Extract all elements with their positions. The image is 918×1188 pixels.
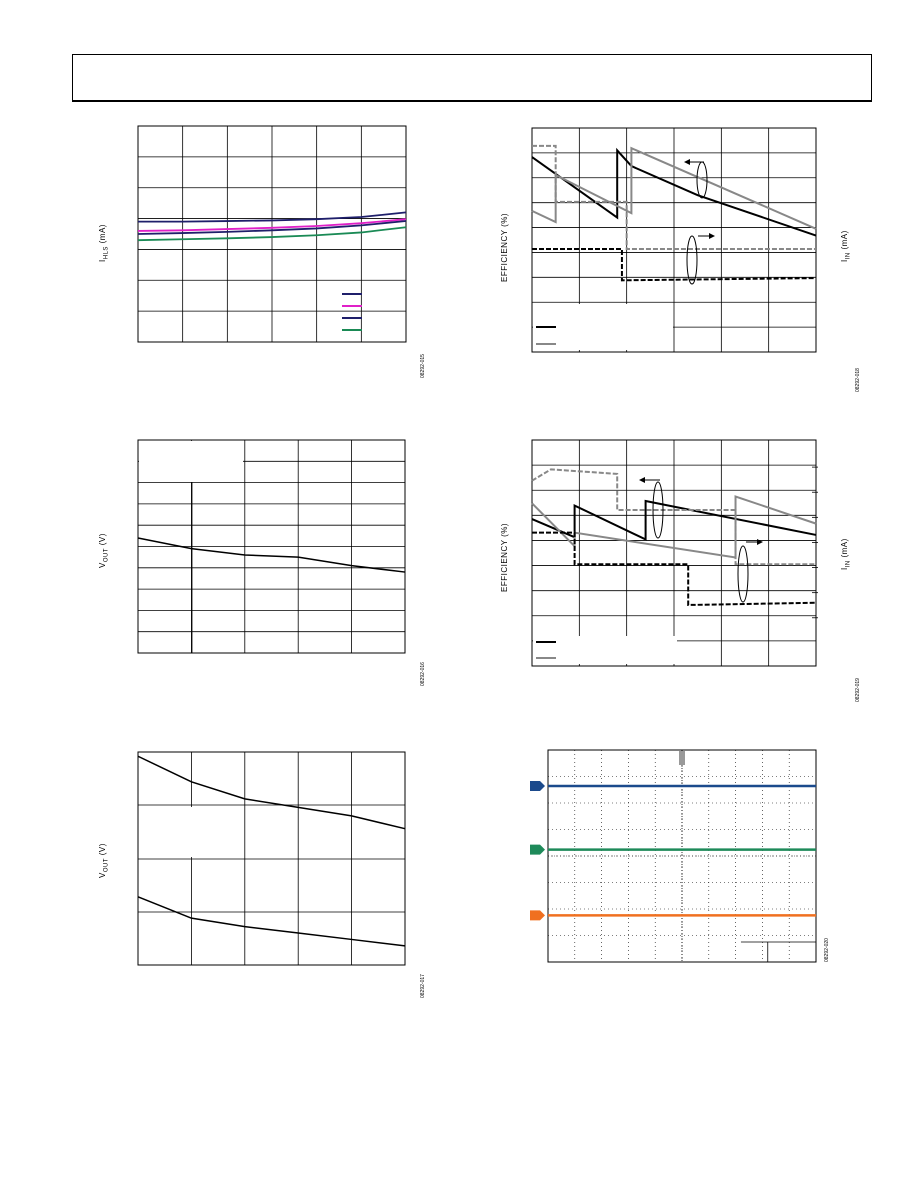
fig4-arrow-left-head <box>639 477 645 483</box>
fig3-frame <box>137 439 406 654</box>
fig1-series-3 <box>137 226 407 242</box>
fig2-plot <box>531 127 817 353</box>
fig1-grid <box>138 126 406 342</box>
fig2-ylabel-right: IIN (mA) <box>840 230 852 262</box>
fig5-grid <box>138 752 405 965</box>
fig4-ylabel: EFFICIENCY (%) <box>500 522 509 592</box>
fig5-series-0 <box>137 755 406 830</box>
fig1-series-2 <box>137 220 407 235</box>
fig6-channel-marker-1 <box>530 844 545 855</box>
fig6-frame <box>547 749 817 963</box>
fig1-plot <box>137 125 407 343</box>
fig4-id: 08292-019 <box>855 678 861 702</box>
fig4-grid <box>532 440 816 666</box>
fig1-series-0 <box>138 211 407 223</box>
fig4-plot <box>531 439 818 667</box>
fig5-legend-box <box>139 807 243 857</box>
fig6-channel-marker-2 <box>530 910 545 921</box>
fig4-ellipse-current <box>737 545 749 603</box>
fig2-legend-box <box>533 304 673 350</box>
fig2-frame <box>531 127 817 353</box>
fig3-plot <box>137 439 406 654</box>
fig3-id: 08292-016 <box>420 662 426 686</box>
fig1-ylabel: IHLS (mA) <box>98 224 110 262</box>
fig2-series-3 <box>532 247 817 282</box>
fig2-ellipse-current <box>686 235 698 285</box>
fig2-series-2 <box>532 144 816 250</box>
fig2-grid <box>532 128 816 352</box>
fig6-id: 08292-020 <box>824 938 830 962</box>
fig4-series-0 <box>531 499 817 542</box>
fig4-series-3 <box>532 531 817 606</box>
fig3-ylabel: VOUT (V) <box>98 533 110 568</box>
fig2-arrow-right-head <box>709 233 715 239</box>
fig2-series-1 <box>531 146 817 230</box>
fig6-grid <box>548 750 816 962</box>
fig1-id: 08292-015 <box>420 354 426 378</box>
fig5-ylabel: VOUT (V) <box>98 843 110 878</box>
fig2-ylabel: EFFICIENCY (%) <box>500 212 509 282</box>
fig1-series-1 <box>137 218 407 232</box>
fig3-legend-box <box>139 441 243 482</box>
fig6-scope <box>530 749 817 963</box>
fig4-ellipse-efficiency <box>652 481 664 539</box>
fig2-arrow-left-head <box>684 159 690 165</box>
fig2-series-0 <box>531 147 817 237</box>
fig6-trigger-marker <box>679 751 685 765</box>
fig4-arrow-right-head <box>757 539 763 545</box>
fig5-frame <box>137 751 406 966</box>
fig4-ylabel-right: IIN (mA) <box>840 538 852 570</box>
fig6-channel-marker-0 <box>530 781 545 792</box>
fig2-id: 08292-018 <box>855 368 861 392</box>
fig3-series-0 <box>137 537 406 573</box>
fig4-legend-box <box>533 636 677 664</box>
fig4-series-2 <box>531 468 816 566</box>
page-header <box>72 54 872 102</box>
fig4-series-1 <box>531 495 817 559</box>
fig4-frame <box>531 439 817 667</box>
fig5-id: 08292-017 <box>420 974 426 998</box>
fig5-plot <box>137 751 406 966</box>
fig5-series-1 <box>137 896 406 947</box>
